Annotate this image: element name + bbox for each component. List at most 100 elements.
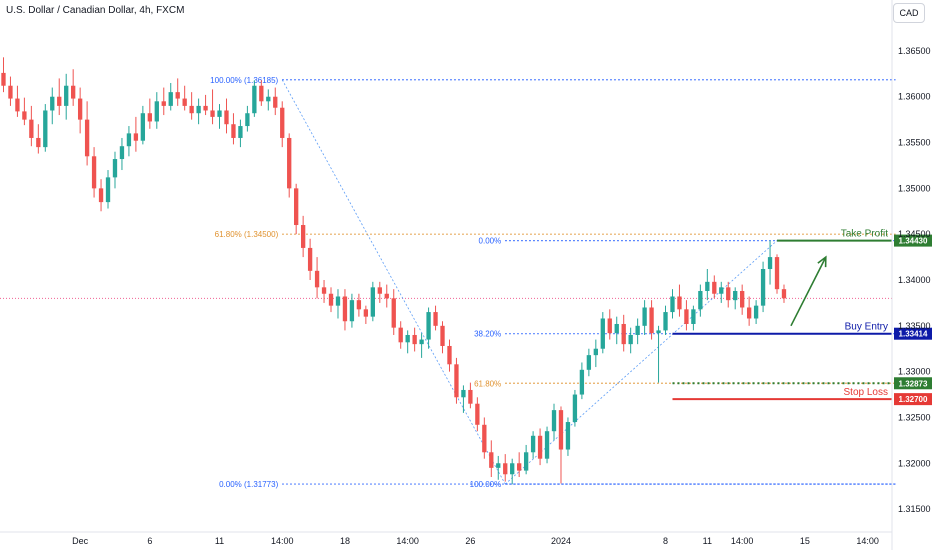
candle-body [36,137,41,148]
fib-upper-diagonal [281,79,506,485]
y-tick-label: 1.35000 [898,183,931,193]
candle-body [628,334,633,345]
candle-body [565,422,571,450]
candle-body [217,110,222,117]
candle-body [377,287,382,294]
candle-body [607,318,612,334]
candle-body [691,309,696,324]
candle-body [15,98,20,112]
candle-body [586,355,592,370]
candle-body [126,133,132,147]
candle-body [530,435,536,453]
candle-body [705,281,710,291]
candle-body [147,113,152,122]
candle-body [635,325,640,335]
candle-body [489,452,494,468]
candle-body [670,296,675,313]
candle-body [266,96,271,102]
y-tick-label: 1.34000 [898,275,931,285]
candle-body [384,293,389,299]
x-tick-label: 14:00 [396,536,419,546]
candle-body [294,188,299,226]
candle-body [98,188,104,203]
candle-body [510,463,515,475]
buy-entry-price-label: 1.33414 [899,330,928,339]
x-tick-label: 14:00 [731,536,754,546]
candle-body [231,124,236,138]
fib-lower-level-label: 61.80% [474,379,501,388]
x-tick-label: 8 [663,536,668,546]
x-tick-label: Dec [72,536,89,546]
candle-body [698,290,703,310]
candle-body [523,452,529,471]
candle-body [245,113,250,127]
currency-button[interactable]: CAD [893,3,925,23]
candle-body [419,339,424,345]
candle-body [774,257,780,290]
x-tick-label: 14:00 [856,536,879,546]
candle-body [475,403,480,425]
candle-body [300,225,306,248]
support-price-label: 1.32873 [899,379,928,388]
y-tick-label: 1.32500 [898,412,931,422]
fib-lower-level-label: 38.20% [474,330,501,339]
candle-body [461,389,466,398]
candle-body [71,85,76,99]
candle-body [91,156,97,189]
x-tick-label: 14:00 [271,536,294,546]
candle-body [154,101,159,122]
candle-body [496,463,501,468]
candle-body [544,431,550,459]
candle-body [328,293,334,306]
candle-body [314,270,320,288]
candle-body [677,296,682,310]
candle-body [57,96,62,106]
y-tick-label: 1.35500 [898,138,931,148]
candle-body [579,369,585,395]
candle-body [363,309,369,317]
chart-title: U.S. Dollar / Canadian Dollar, 4h, FXCM [6,5,185,16]
candle-body [572,394,578,423]
candle-body [656,330,661,334]
candle-body [50,96,55,111]
x-tick-label: 2024 [551,536,571,546]
candle-body [767,257,773,270]
candle-body [642,307,647,326]
candle-body [252,85,257,114]
candle-body [105,177,111,203]
candle-body [426,312,431,340]
y-tick-label: 1.33000 [898,367,931,377]
candle-body [356,300,362,310]
candle-body [746,307,752,319]
y-tick-label: 1.32000 [898,458,931,468]
candle-body [8,85,13,99]
candle-body [503,463,508,475]
candle-body [210,110,215,117]
support-price-tag [894,377,932,390]
fib-lower-diagonal [504,240,778,485]
candle-body [391,298,396,328]
candle-body [43,110,48,148]
x-tick-label: 26 [465,536,475,546]
x-tick-label: 11 [215,536,224,546]
candle-body [189,105,194,114]
x-tick-label: 15 [800,536,810,546]
fib-upper-level-label: 100.00% (1.36185) [210,76,278,85]
candle-body [433,312,438,326]
y-tick-label: 1.36500 [898,46,931,56]
candle-body [760,269,766,306]
candle-body [649,307,654,334]
candle-body [482,424,487,453]
buy-entry-label: Buy Entry [845,322,888,333]
candle-body [614,323,619,334]
candle-body [537,435,543,459]
candle-body [621,323,626,345]
candle-body [405,334,410,343]
y-tick-label: 1.36000 [898,92,931,102]
x-tick-label: 11 [703,536,712,546]
candle-body [77,98,83,120]
candles-layer [1,57,787,485]
candle-body [273,96,278,108]
